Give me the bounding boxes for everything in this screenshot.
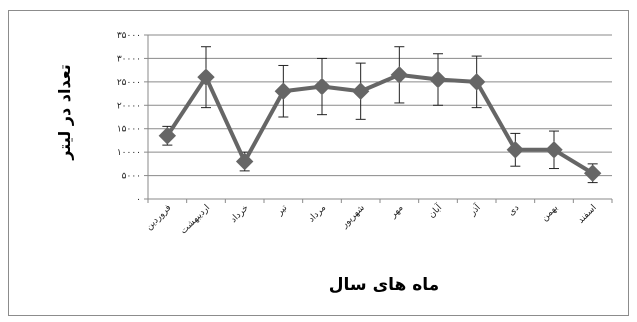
data-point <box>545 141 563 159</box>
y-tick-label: ۱۵۰۰۰ <box>117 125 141 135</box>
series-markers <box>158 66 602 182</box>
y-tick-label: ۱۰۰۰۰ <box>117 148 141 158</box>
x-category-label: مرداد <box>307 203 329 225</box>
y-axis-ticks: ۰ ۵۰۰۰ ۱۰۰۰۰ ۱۵۰۰۰ ۲۰۰۰۰ ۲۵۰۰۰ ۳۰۰۰۰ ۳۵۰۰۰ <box>117 31 148 205</box>
x-axis <box>147 35 613 203</box>
chart-frame <box>8 10 629 316</box>
x-category-label: فروردین <box>144 203 173 232</box>
data-point <box>429 70 447 89</box>
y-tick-label: ۰ <box>136 195 141 205</box>
y-tick-label: ۵۰۰۰ <box>122 172 141 182</box>
x-category-label: بهمن <box>540 203 560 223</box>
data-point <box>467 73 486 91</box>
series-line <box>165 72 594 175</box>
data-point <box>351 82 370 100</box>
error-bars <box>162 46 598 184</box>
x-category-label: مهر <box>388 203 406 221</box>
y-axis-label: تعداد در لیتر <box>55 64 74 161</box>
data-point <box>313 77 331 96</box>
data-point <box>506 141 525 159</box>
data-point <box>390 66 409 84</box>
data-point <box>158 127 177 145</box>
x-category-label: اردیبهشت <box>179 203 212 236</box>
data-point <box>274 82 293 100</box>
x-category-labels: فروردین اردیبهشت خرداد تیر مرداد شهریور مهر آبا… <box>144 201 599 236</box>
data-point <box>583 164 602 182</box>
series-line-path <box>165 72 594 175</box>
data-point <box>235 152 254 171</box>
y-tick-label: ۳۵۰۰۰ <box>117 31 141 41</box>
x-category-label: آبان <box>425 201 444 220</box>
x-category-label: خرداد <box>229 203 251 225</box>
y-tick-label: ۲۰۰۰۰ <box>117 101 141 111</box>
x-category-label: تیر <box>274 203 289 218</box>
x-category-label: اسفند <box>576 203 599 226</box>
x-category-label: دی <box>507 203 522 218</box>
y-tick-label: ۳۰۰۰۰ <box>117 54 141 64</box>
data-point <box>197 68 215 86</box>
y-tick-label: ۲۵۰۰۰ <box>117 78 141 88</box>
x-axis-label: ماه های سال <box>329 275 439 295</box>
x-category-label: شهریور <box>339 203 367 231</box>
x-category-label: آذر <box>466 201 483 218</box>
